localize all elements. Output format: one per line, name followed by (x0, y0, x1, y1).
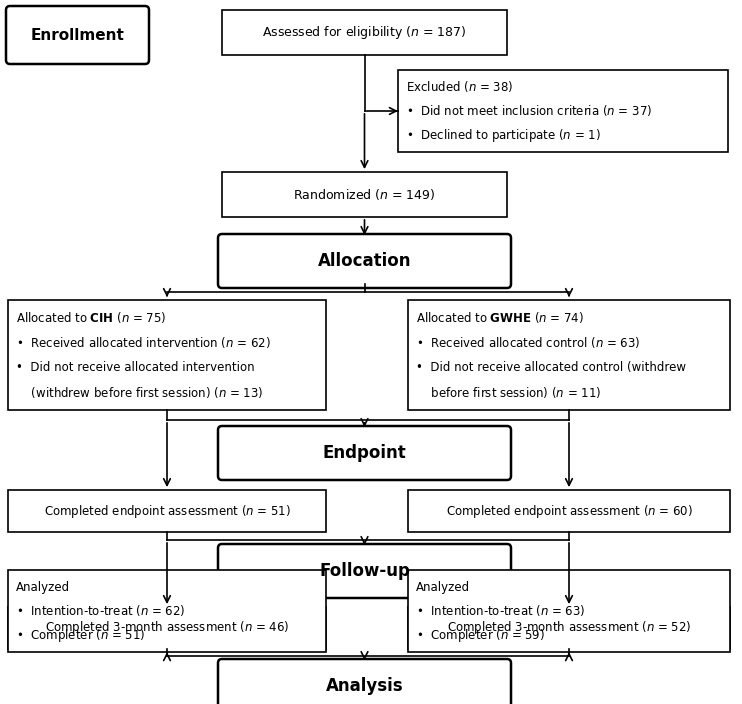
Text: •  Completer ($n$ = 51): • Completer ($n$ = 51) (16, 627, 145, 643)
Text: Endpoint: Endpoint (323, 444, 407, 462)
Text: Allocated to $\mathbf{GWHE}$ ($n$ = 74): Allocated to $\mathbf{GWHE}$ ($n$ = 74) (416, 310, 584, 325)
Bar (8, 490, 326, 532)
Text: Analysis: Analysis (326, 677, 404, 695)
Text: Analyzed: Analyzed (16, 581, 70, 593)
Text: Follow-up: Follow-up (319, 562, 410, 580)
FancyBboxPatch shape (218, 234, 511, 288)
Bar (408, 490, 730, 532)
Text: Completed endpoint assessment ($n$ = 60): Completed endpoint assessment ($n$ = 60) (445, 503, 692, 520)
Bar (8, 570, 326, 652)
Text: Assessed for eligibility ($n$ = 187): Assessed for eligibility ($n$ = 187) (262, 24, 467, 41)
Text: (withdrew before first session) ($n$ = 13): (withdrew before first session) ($n$ = 1… (16, 385, 263, 400)
Text: Allocated to $\mathbf{CIH}$ ($n$ = 75): Allocated to $\mathbf{CIH}$ ($n$ = 75) (16, 310, 166, 325)
Text: Analyzed: Analyzed (416, 581, 470, 593)
Bar (8, 607, 326, 649)
FancyBboxPatch shape (6, 6, 149, 64)
Text: •  Received allocated control ($n$ = 63): • Received allocated control ($n$ = 63) (416, 335, 640, 350)
Text: Enrollment: Enrollment (30, 27, 125, 42)
Text: Randomized ($n$ = 149): Randomized ($n$ = 149) (293, 187, 436, 202)
Text: Completed endpoint assessment ($n$ = 51): Completed endpoint assessment ($n$ = 51) (44, 503, 290, 520)
Text: Allocation: Allocation (318, 252, 411, 270)
Text: Completed 3-month assessment ($n$ = 52): Completed 3-month assessment ($n$ = 52) (447, 620, 692, 636)
FancyBboxPatch shape (218, 544, 511, 598)
Bar (408, 607, 730, 649)
Bar (398, 70, 728, 152)
Text: Excluded ($n$ = 38): Excluded ($n$ = 38) (406, 80, 513, 94)
Text: •  Completer ($n$ = 59): • Completer ($n$ = 59) (416, 627, 545, 643)
Bar (222, 10, 507, 55)
Text: •  Intention-to-treat ($n$ = 62): • Intention-to-treat ($n$ = 62) (16, 603, 186, 619)
Text: before first session) ($n$ = 11): before first session) ($n$ = 11) (416, 385, 601, 400)
FancyBboxPatch shape (218, 659, 511, 704)
Text: •  Did not meet inclusion criteria ($n$ = 37): • Did not meet inclusion criteria ($n$ =… (406, 103, 652, 118)
Text: •  Declined to participate ($n$ = 1): • Declined to participate ($n$ = 1) (406, 127, 601, 144)
Bar (222, 172, 507, 217)
FancyBboxPatch shape (218, 426, 511, 480)
Text: •  Intention-to-treat ($n$ = 63): • Intention-to-treat ($n$ = 63) (416, 603, 585, 619)
Text: •  Did not receive allocated intervention: • Did not receive allocated intervention (16, 361, 255, 374)
Bar (408, 300, 730, 410)
Bar (8, 300, 326, 410)
Text: •  Received allocated intervention ($n$ = 62): • Received allocated intervention ($n$ =… (16, 335, 271, 350)
Bar (408, 570, 730, 652)
Text: Completed 3-month assessment ($n$ = 46): Completed 3-month assessment ($n$ = 46) (45, 620, 289, 636)
Text: •  Did not receive allocated control (withdrew: • Did not receive allocated control (wit… (416, 361, 686, 374)
